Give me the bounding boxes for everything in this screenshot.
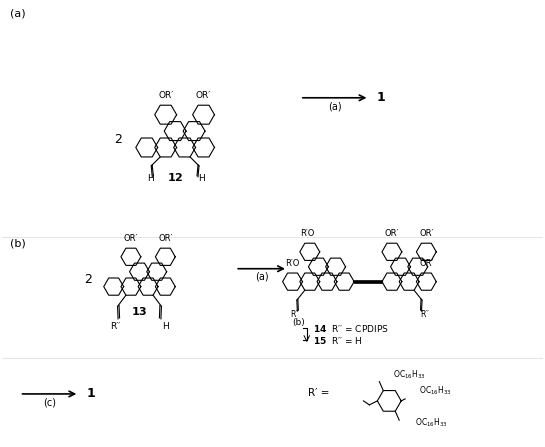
Text: (b): (b) xyxy=(10,239,26,249)
Text: R′′: R′′ xyxy=(111,322,120,331)
Text: $\mathbf{1}$: $\mathbf{1}$ xyxy=(86,388,96,401)
Text: 2: 2 xyxy=(84,273,93,286)
Text: R′′: R′′ xyxy=(421,310,429,319)
Text: R′O: R′O xyxy=(286,259,300,268)
Text: OR′: OR′ xyxy=(158,234,173,244)
Text: 2: 2 xyxy=(114,133,122,146)
Text: (a): (a) xyxy=(328,102,341,112)
Text: OC$_{16}$H$_{33}$: OC$_{16}$H$_{33}$ xyxy=(419,385,452,397)
Text: $\mathbf{14}$  R′′ = CPDIPS: $\mathbf{14}$ R′′ = CPDIPS xyxy=(313,323,389,334)
Text: $\mathbf{15}$  R′′ = H: $\mathbf{15}$ R′′ = H xyxy=(313,335,362,346)
Text: $\mathbf{13}$: $\mathbf{13}$ xyxy=(131,305,148,317)
Text: (a): (a) xyxy=(10,8,25,18)
Text: (b): (b) xyxy=(292,318,305,327)
Text: OR′: OR′ xyxy=(124,234,138,244)
Text: OR′: OR′ xyxy=(385,229,399,238)
Text: H: H xyxy=(198,174,205,183)
Text: R′′: R′′ xyxy=(290,310,299,319)
Text: OR′: OR′ xyxy=(158,91,173,100)
Text: OR′: OR′ xyxy=(196,91,211,100)
Text: $\mathbf{1}$: $\mathbf{1}$ xyxy=(377,91,386,104)
Text: R′O: R′O xyxy=(301,229,315,238)
Text: H: H xyxy=(147,174,154,183)
Text: OR′: OR′ xyxy=(419,259,433,268)
Text: (c): (c) xyxy=(43,398,56,408)
Text: OR′: OR′ xyxy=(419,229,433,238)
Text: OC$_{16}$H$_{33}$: OC$_{16}$H$_{33}$ xyxy=(415,417,448,430)
Text: OC$_{16}$H$_{33}$: OC$_{16}$H$_{33}$ xyxy=(393,368,426,381)
Text: (a): (a) xyxy=(255,272,268,282)
Text: $\mathbf{12}$: $\mathbf{12}$ xyxy=(167,171,183,183)
Text: H: H xyxy=(162,322,169,331)
Text: R′ =: R′ = xyxy=(308,388,330,398)
